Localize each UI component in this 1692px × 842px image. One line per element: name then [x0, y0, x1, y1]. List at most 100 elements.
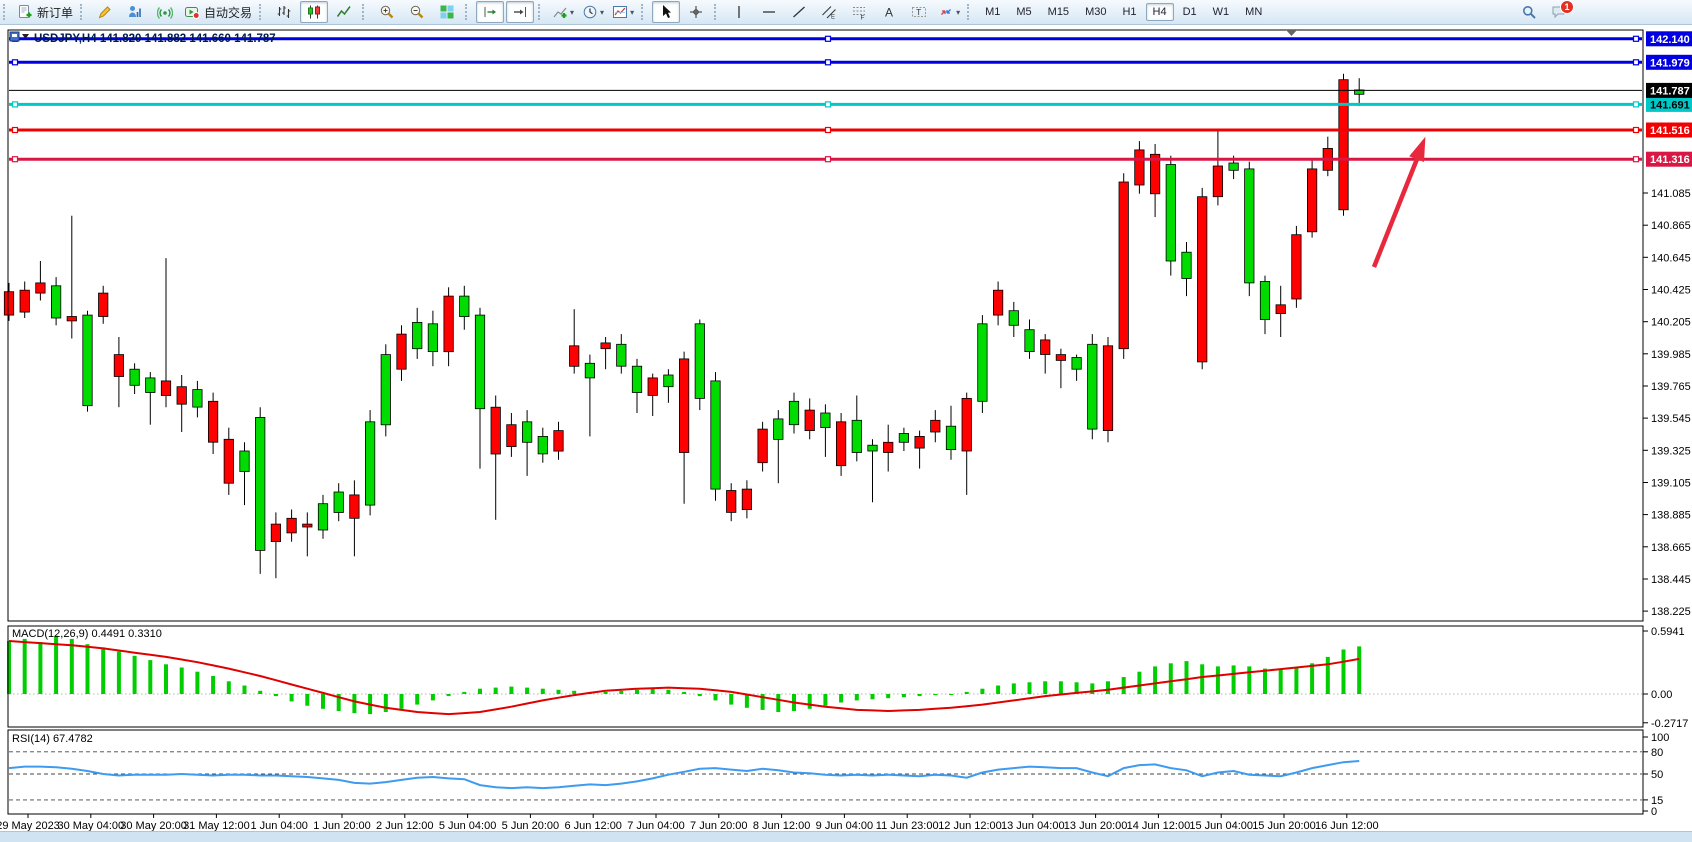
toolbar-grip — [967, 4, 973, 20]
zoom-in-button[interactable] — [373, 1, 401, 23]
svg-text:USDJPY,H4 141.820 141.882 141: USDJPY,H4 141.820 141.882 141.660 141.78… — [34, 33, 276, 45]
chevron-down-icon[interactable]: ▾ — [630, 7, 635, 17]
periods-icon — [582, 4, 598, 20]
text-button[interactable]: A — [875, 1, 903, 23]
line-chart-icon — [336, 4, 352, 20]
cursor-button[interactable] — [652, 1, 681, 23]
indicators-icon — [552, 4, 568, 20]
svg-text:11 Jun 23:00: 11 Jun 23:00 — [876, 820, 939, 831]
timeframe-h1-button[interactable]: H1 — [1122, 6, 1137, 18]
arrows-button[interactable]: ▾ — [935, 1, 963, 23]
vline-icon — [731, 4, 747, 20]
timeframe-m5-button[interactable]: M5 — [1016, 6, 1032, 18]
svg-text:13 Jun 20:00: 13 Jun 20:00 — [1064, 820, 1128, 831]
svg-text:139.985: 139.985 — [1651, 349, 1691, 361]
svg-text:F: F — [861, 15, 865, 21]
auto-scroll-button[interactable] — [506, 1, 535, 23]
toolbar-grip — [465, 4, 471, 20]
line-chart-button[interactable] — [330, 1, 358, 23]
svg-text:140.425: 140.425 — [1651, 285, 1691, 297]
chart-canvas[interactable]: 141.085 140.865 140.645 140.425 140.205 139.9… — [0, 25, 1692, 831]
editor-icon — [97, 4, 113, 20]
svg-text:15: 15 — [1651, 795, 1663, 807]
price-level-lines[interactable] — [9, 35, 1642, 163]
rsi-label: RSI(14) 67.4782 — [12, 733, 93, 745]
svg-text:5 Jun 04:00: 5 Jun 04:00 — [439, 820, 497, 831]
periods-button[interactable]: ▾ — [579, 1, 607, 23]
toolbar-group: 新订单 — [0, 0, 77, 24]
candlestick-button[interactable] — [300, 1, 329, 23]
templates-button[interactable]: ▾ — [609, 1, 637, 23]
editor-button[interactable] — [91, 1, 119, 23]
fibonacci-button[interactable]: F — [845, 1, 873, 23]
toolbar-right-group: 1 — [1514, 0, 1692, 23]
signals-button[interactable] — [151, 1, 179, 23]
timeframe-m30-button[interactable]: M30 — [1085, 6, 1107, 18]
chevron-down-icon[interactable]: ▾ — [956, 7, 961, 17]
svg-text:141.085: 141.085 — [1651, 188, 1691, 200]
indicators-button[interactable]: ▾ — [549, 1, 577, 23]
zoom-out-button[interactable] — [403, 1, 431, 23]
svg-text:1 Jun 20:00: 1 Jun 20:00 — [313, 820, 371, 831]
svg-text:80: 80 — [1651, 747, 1663, 759]
svg-text:A: A — [885, 6, 893, 20]
svg-text:138.885: 138.885 — [1651, 510, 1691, 522]
timeframe-mn-button[interactable]: MN — [1245, 6, 1263, 18]
trendline-icon — [791, 4, 807, 20]
chart-shift-button[interactable] — [476, 1, 505, 23]
label-button[interactable]: T — [905, 1, 933, 23]
timeframe-d1-button[interactable]: D1 — [1182, 6, 1197, 18]
trendline-button[interactable] — [785, 1, 813, 23]
timeframe-m1-button[interactable]: M1 — [985, 6, 1001, 18]
svg-text:-0.2717: -0.2717 — [1651, 718, 1688, 730]
toolbar-grip — [714, 4, 720, 20]
new-order-icon — [17, 4, 33, 20]
svg-text:0.00: 0.00 — [1651, 689, 1672, 701]
templates-icon — [612, 4, 628, 20]
crosshair-button[interactable] — [682, 1, 710, 23]
svg-text:140.205: 140.205 — [1651, 317, 1691, 329]
svg-text:30 May 20:00: 30 May 20:00 — [120, 820, 187, 831]
autotrading-button[interactable]: 自动交易 — [181, 1, 255, 23]
new-order-button[interactable]: 新订单 — [14, 1, 76, 23]
bar-chart-button[interactable] — [270, 1, 298, 23]
svg-text:0: 0 — [1651, 806, 1657, 818]
toolbar-group — [462, 0, 535, 24]
svg-text:31 May 12:00: 31 May 12:00 — [183, 820, 250, 831]
autotrading-icon — [184, 4, 200, 20]
svg-text:15 Jun 20:00: 15 Jun 20:00 — [1252, 820, 1316, 831]
chevron-down-icon[interactable]: ▾ — [600, 7, 605, 17]
svg-text:5 Jun 20:00: 5 Jun 20:00 — [502, 820, 560, 831]
channel-button[interactable]: E — [815, 1, 843, 23]
arrows-icon — [938, 4, 954, 20]
svg-text:8 Jun 12:00: 8 Jun 12:00 — [753, 820, 811, 831]
button-label: 新订单 — [37, 5, 74, 20]
signals-icon — [157, 4, 174, 20]
chevron-down-icon[interactable]: ▾ — [570, 7, 575, 17]
timeframe-h4-button[interactable]: H4 — [1145, 3, 1174, 21]
notification-badge: 1 — [1560, 0, 1574, 14]
hline-button[interactable] — [755, 1, 783, 23]
vline-button[interactable] — [725, 1, 753, 23]
toolbar-grip — [362, 4, 368, 20]
market-button[interactable] — [121, 1, 149, 23]
svg-text:6 Jun 12:00: 6 Jun 12:00 — [564, 820, 622, 831]
chart-shift-marker — [1286, 30, 1297, 36]
svg-text:142.140: 142.140 — [1650, 34, 1690, 46]
search-button[interactable] — [1515, 1, 1543, 23]
price-axis[interactable]: 141.085 140.865 140.645 140.425 140.205 139.9… — [1643, 31, 1692, 818]
zoom-in-icon — [379, 4, 395, 20]
svg-text:15 Jun 04:00: 15 Jun 04:00 — [1189, 820, 1253, 831]
svg-text:0.5941: 0.5941 — [1651, 626, 1685, 638]
svg-text:139.105: 139.105 — [1651, 478, 1691, 490]
svg-text:E: E — [831, 15, 835, 21]
timeframe-m15-button[interactable]: M15 — [1047, 6, 1070, 18]
tile-windows-button[interactable] — [433, 1, 461, 23]
crosshair-icon — [688, 4, 704, 20]
chat-button[interactable]: 1 — [1545, 0, 1574, 23]
svg-text:12 Jun 12:00: 12 Jun 12:00 — [938, 820, 1002, 831]
timeframe-w1-button[interactable]: W1 — [1212, 6, 1230, 18]
toolbar-group: 自动交易 — [77, 0, 256, 24]
arrow-annotation[interactable] — [1371, 136, 1426, 268]
